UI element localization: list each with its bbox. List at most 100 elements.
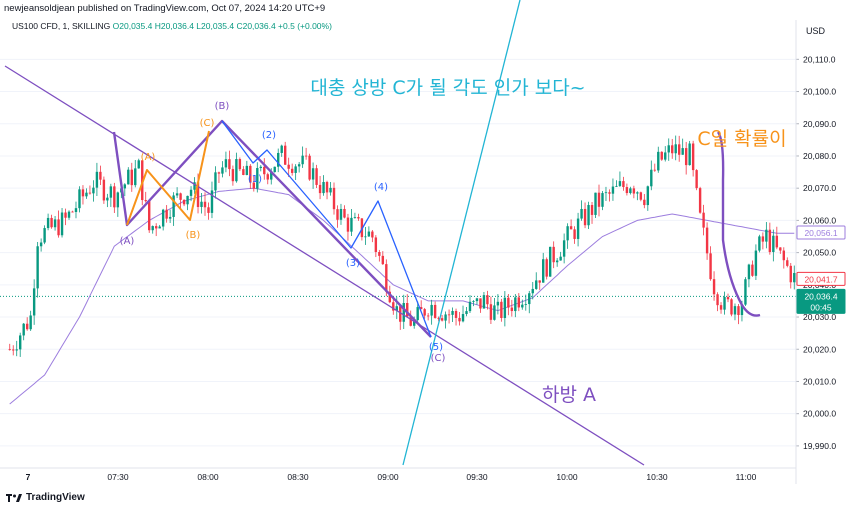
candle-body	[772, 235, 775, 253]
candle-body	[493, 305, 496, 320]
candle-body	[74, 208, 78, 213]
candle-body	[196, 182, 200, 207]
candle-body	[601, 193, 604, 207]
candle-body	[712, 279, 716, 295]
symbol-name[interactable]: US100 CFD, 1, SKILLING	[12, 21, 111, 31]
wave-label: (2)	[262, 130, 276, 141]
candle-body	[716, 294, 719, 306]
candle-body	[538, 280, 541, 283]
footer: TradingView	[6, 492, 85, 503]
candle-body	[580, 208, 583, 219]
last-price-tag: 20,036.4	[804, 291, 837, 301]
candle-body	[733, 306, 737, 315]
candle-body	[409, 316, 412, 326]
candle-body	[46, 217, 50, 229]
candle-body	[754, 250, 758, 276]
wave-label: (C)	[431, 353, 446, 364]
candle-body	[768, 229, 772, 253]
x-tick-label: 08:30	[287, 472, 309, 482]
candle-body	[106, 197, 109, 201]
candle-body	[782, 250, 785, 261]
y-tick-label: 20,050.0	[803, 248, 836, 258]
candle-body	[458, 317, 461, 322]
candle-body	[231, 169, 235, 182]
y-axis[interactable]: USD 20,110.0 20,100.0 20,090.0 20,080.0 20,07…	[795, 20, 846, 484]
candle-body	[698, 188, 702, 213]
candle-body	[437, 317, 440, 319]
candle-body	[454, 310, 458, 318]
candle-body	[747, 264, 751, 280]
candle-body	[695, 170, 698, 189]
candle-body	[677, 144, 681, 155]
candle-body	[548, 246, 552, 277]
candle-body	[660, 151, 663, 160]
candle-body	[50, 217, 53, 228]
candle-body	[514, 297, 517, 312]
candle-body	[353, 217, 357, 218]
x-axis[interactable]: 7 07:30 08:00 08:30 09:00 09:30 10:00 10:30 11:0…	[0, 467, 796, 482]
y-tick-label: 20,080.0	[803, 151, 836, 161]
candle-body	[709, 253, 712, 280]
candle-body	[252, 182, 256, 189]
candle-body	[43, 228, 46, 243]
candle-body	[419, 307, 423, 310]
candle-body	[664, 152, 667, 160]
candle-body	[374, 237, 378, 253]
candle-body	[210, 190, 214, 213]
wave-abc-purple	[112, 119, 432, 338]
candle-body	[346, 217, 350, 232]
y-tick-label: 20,100.0	[803, 87, 836, 97]
candle-body	[517, 297, 521, 308]
down-trendline	[4, 65, 645, 466]
wave-label: (5)	[429, 342, 443, 353]
candle-body	[472, 301, 475, 302]
candle-body	[573, 229, 576, 239]
wave-label: (A)	[120, 236, 135, 247]
candle-body	[555, 260, 559, 263]
candle-body	[290, 168, 294, 173]
candle-body	[329, 187, 332, 193]
candle-body	[524, 304, 527, 305]
candle-body	[723, 297, 726, 310]
candle-body	[186, 195, 189, 205]
candle-body	[92, 187, 95, 194]
candle-body	[137, 160, 140, 169]
candle-body	[719, 305, 723, 310]
candle-body	[57, 219, 60, 236]
wave-labels: (A)(B)(C)(A)(B)(C)(1)(2)(3)(4)(5)대충 상방 C…	[120, 77, 787, 406]
candle-body	[297, 164, 301, 167]
candle-body	[740, 304, 744, 316]
candle-body	[154, 226, 158, 229]
candle-body	[318, 184, 322, 194]
candle-body	[399, 306, 402, 322]
wave-label: (1)	[248, 174, 262, 185]
candle-body	[611, 186, 615, 194]
candle-body	[507, 297, 510, 308]
candle-body	[636, 192, 639, 194]
candle-body	[632, 188, 636, 194]
candle-body	[590, 205, 594, 215]
candle-body	[576, 218, 580, 239]
candle-body	[475, 298, 479, 302]
candle-body	[786, 260, 789, 266]
candle-body	[249, 165, 252, 183]
candle-body	[688, 143, 691, 166]
y-tick-label: 20,020.0	[803, 344, 836, 354]
candle-body	[691, 143, 695, 171]
candle-body	[214, 172, 217, 191]
candle-body	[200, 201, 203, 207]
candle-body	[559, 256, 562, 261]
candle-body	[625, 187, 629, 194]
candle-body	[681, 148, 684, 155]
candle-body	[221, 167, 224, 174]
candle-body	[311, 168, 315, 180]
candle-body	[158, 226, 161, 229]
y-tick-label: 20,090.0	[803, 119, 836, 129]
candle-body	[545, 259, 548, 277]
candle-body	[542, 259, 545, 283]
candle-body	[207, 207, 210, 213]
candle-body	[566, 226, 569, 241]
x-tick-label: 11:00	[736, 472, 757, 482]
brand-name[interactable]: TradingView	[26, 492, 85, 503]
